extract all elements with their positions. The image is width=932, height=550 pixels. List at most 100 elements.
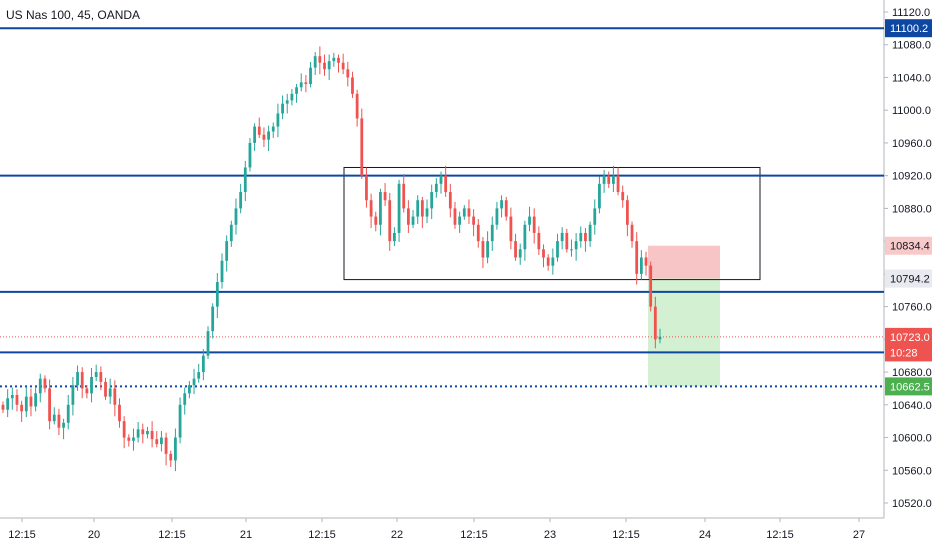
chart-title: US Nas 100, 45, OANDA bbox=[6, 8, 141, 22]
candle-body bbox=[532, 216, 536, 233]
candle-body bbox=[584, 232, 587, 242]
candle-body bbox=[402, 183, 406, 209]
candle-body bbox=[612, 175, 615, 184]
price-tag-label: 10:28 bbox=[890, 347, 918, 359]
candle-body bbox=[458, 216, 462, 225]
price-tick-label: 11040.0 bbox=[892, 72, 931, 84]
time-tick-label: 27 bbox=[853, 529, 865, 541]
candle-body bbox=[10, 394, 14, 399]
time-axis: 12:15 20 12:15 21 12:15 22 12:15 23 12:15 24 12:15… bbox=[8, 518, 865, 541]
candle-body bbox=[201, 355, 205, 373]
price-tick-label: 10920.0 bbox=[892, 171, 932, 183]
candle-body bbox=[239, 192, 243, 209]
candle-body bbox=[150, 430, 154, 440]
price-tag-bg bbox=[885, 19, 932, 38]
candle-body bbox=[444, 175, 448, 193]
candle-body bbox=[495, 208, 499, 225]
candle-body bbox=[220, 260, 224, 283]
candle-body bbox=[574, 241, 578, 250]
candle-body bbox=[20, 404, 24, 412]
price-tag-label: 10723.0 bbox=[890, 332, 930, 344]
price-tick-label: 11120.0 bbox=[892, 7, 930, 19]
candle-body bbox=[639, 257, 643, 274]
candle-body bbox=[448, 192, 452, 209]
candle-body bbox=[197, 372, 201, 379]
candle-body bbox=[327, 61, 331, 70]
candle-body bbox=[34, 393, 38, 407]
candle-body bbox=[430, 192, 434, 209]
candle-body bbox=[490, 224, 494, 242]
candle-body bbox=[509, 216, 513, 242]
candle-body bbox=[434, 183, 438, 193]
candle-body bbox=[155, 439, 159, 445]
candle-body bbox=[621, 192, 625, 201]
candle-body bbox=[127, 437, 131, 441]
candle-body bbox=[341, 62, 345, 70]
price-tags: 11100.2 10834.4 10794.2 10723.0 10:28 10662.5 bbox=[885, 19, 932, 396]
candles bbox=[1, 46, 662, 472]
candle-body bbox=[295, 87, 298, 94]
candle-body bbox=[346, 69, 350, 78]
time-tick-label: 12:15 bbox=[308, 529, 336, 541]
time-tick-label: 21 bbox=[240, 529, 252, 541]
position-zones bbox=[648, 245, 720, 387]
candle-body bbox=[514, 241, 517, 258]
candle-body bbox=[644, 257, 648, 266]
price-tag-bg bbox=[885, 377, 932, 396]
candle-body bbox=[215, 282, 219, 307]
candle-body bbox=[187, 385, 191, 394]
candle-body bbox=[462, 208, 466, 217]
candle-body bbox=[262, 134, 266, 140]
candle-body bbox=[379, 192, 382, 225]
candle-body bbox=[276, 113, 280, 127]
candle-body bbox=[108, 388, 112, 397]
candle-body bbox=[556, 241, 559, 258]
candle-body bbox=[243, 167, 247, 193]
price-tick-label: 11000.0 bbox=[892, 105, 931, 117]
candle-body bbox=[453, 208, 457, 225]
candle-body bbox=[467, 208, 471, 217]
candle-body bbox=[66, 404, 70, 423]
candle-body bbox=[118, 404, 121, 422]
candle-body bbox=[94, 372, 98, 377]
stop-zone bbox=[648, 245, 720, 279]
target-zone bbox=[648, 278, 720, 387]
candle-body bbox=[602, 175, 606, 184]
candle-body bbox=[411, 216, 415, 225]
candle-body bbox=[374, 216, 378, 225]
candle-body bbox=[178, 404, 182, 438]
price-tick-label: 10960.0 bbox=[892, 138, 932, 150]
candle-body bbox=[1, 404, 5, 410]
price-axis: 11120.0 11080.0 11040.0 11000.0 10960.0 10920… bbox=[884, 7, 932, 510]
candle-body bbox=[481, 241, 485, 258]
time-tick-label: 12:15 bbox=[766, 529, 794, 541]
candle-body bbox=[253, 126, 257, 143]
time-tick-label: 12:15 bbox=[612, 529, 640, 541]
price-tick-label: 10560.0 bbox=[892, 465, 932, 477]
candle-body bbox=[62, 422, 65, 428]
candle-body bbox=[388, 200, 392, 242]
candle-body bbox=[267, 131, 270, 140]
candle-body bbox=[635, 241, 639, 274]
price-tag-label: 10662.5 bbox=[890, 381, 930, 393]
candle-body bbox=[6, 398, 10, 410]
candle-body bbox=[183, 393, 187, 405]
candle-body bbox=[271, 126, 275, 132]
candle-body bbox=[486, 241, 489, 258]
candle-body bbox=[439, 175, 443, 184]
candle-body bbox=[397, 183, 401, 233]
candle-body bbox=[406, 208, 410, 225]
candle-body bbox=[393, 232, 396, 242]
candle-body bbox=[146, 430, 149, 435]
candle-body bbox=[537, 232, 541, 250]
candle-body bbox=[551, 257, 555, 266]
candle-body bbox=[318, 56, 322, 63]
candle-body bbox=[416, 200, 420, 217]
candle-body bbox=[38, 378, 42, 394]
candle-body bbox=[248, 142, 252, 168]
candle-body bbox=[48, 388, 51, 422]
candle-body bbox=[229, 224, 233, 242]
candle-body bbox=[360, 118, 364, 176]
candle-body bbox=[85, 388, 89, 394]
